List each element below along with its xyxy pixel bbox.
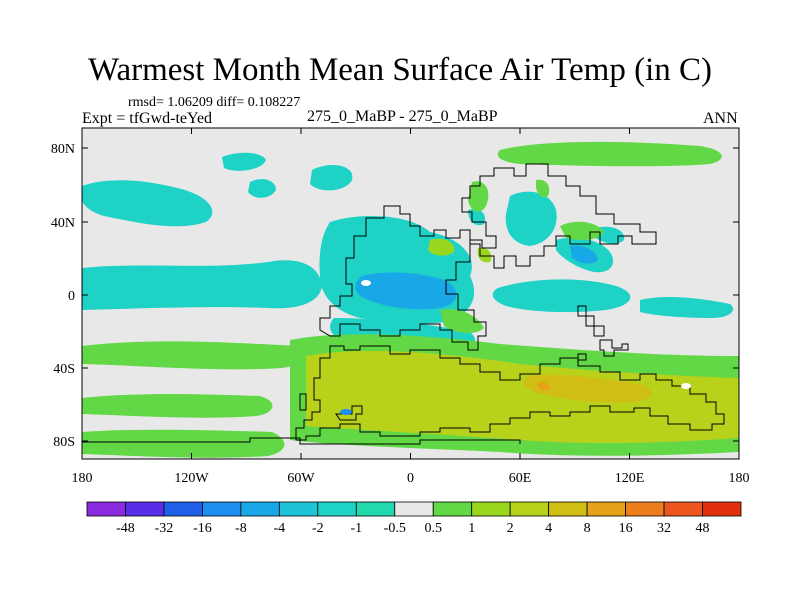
lon-label: 60W: [287, 471, 315, 486]
map-title: Warmest Month Mean Surface Air Temp (in …: [87, 52, 713, 88]
colorbar-swatch: [625, 501, 665, 517]
colorbar-label: -2: [312, 521, 324, 536]
colorbar-swatch: [394, 501, 434, 517]
tick-marks: [81, 128, 740, 459]
colorbar-label: -16: [193, 521, 212, 536]
colorbar-swatch: [278, 501, 319, 517]
anomaly-region: [497, 141, 722, 167]
colorbar-swatch: [355, 501, 396, 517]
anomaly-region: [524, 374, 652, 403]
season-label: ANN: [703, 110, 738, 127]
anomaly-region: [537, 381, 550, 391]
lon-label: 180: [72, 471, 93, 486]
anomaly-region: [440, 309, 484, 334]
colorbar-label: 4: [545, 521, 552, 536]
anomaly-region: [492, 279, 631, 313]
anomaly-region: [340, 409, 352, 415]
colorbar-swatch: [317, 501, 357, 517]
coastline-island: [335, 405, 363, 421]
anomaly-region: [428, 238, 455, 256]
colorbar-label: 1: [468, 521, 475, 536]
coastline-island: [577, 353, 587, 361]
warm-anomaly-fields: [82, 141, 739, 458]
lat-label: 40S: [53, 362, 75, 377]
anomaly-region: [468, 181, 489, 212]
colorbar-label: -4: [274, 521, 286, 536]
anomaly-region: [306, 350, 739, 444]
anomaly-region: [222, 152, 266, 171]
colorbar-label: -8: [235, 521, 247, 536]
anomaly-region: [82, 260, 322, 310]
colorbar-label: 0.5: [424, 521, 442, 536]
colorbar-label: 32: [657, 521, 671, 536]
colorbar-swatch: [432, 501, 473, 517]
colorbar-label: -48: [116, 521, 135, 536]
colorbar-label: 16: [619, 521, 633, 536]
anomaly-region: [82, 429, 285, 458]
lat-label: 0: [68, 289, 75, 304]
colorbar: -48 -32 -16 -8 -4 -2 -1 -0.5 0.5 1 2 4 8 16 32 48: [86, 501, 742, 536]
lat-label: 80S: [53, 435, 75, 450]
colorbar-swatch: [548, 501, 588, 517]
colorbar-swatch: [471, 501, 511, 517]
coastline-polar-strip: [82, 437, 521, 445]
lat-label: 40N: [51, 216, 75, 231]
anomaly-region: [681, 383, 691, 389]
coastline-northern-continent: [319, 163, 657, 351]
colorbar-swatch: [663, 501, 703, 517]
anomaly-region: [640, 297, 734, 318]
colorbar-swatch: [163, 501, 203, 517]
lat-label: 80N: [51, 142, 75, 157]
colorbar-label: -32: [155, 521, 174, 536]
anomaly-region: [505, 191, 557, 246]
anomaly-region: [477, 247, 492, 263]
colorbar-swatch: [202, 501, 242, 517]
colorbar-swatch: [86, 501, 126, 517]
stats-label: rmsd= 1.06209 diff= 0.108227: [128, 95, 301, 110]
small-patches: [340, 280, 691, 415]
coastline-island: [299, 393, 307, 411]
colorbar-swatch: [240, 501, 280, 517]
coastline-island: [577, 305, 605, 337]
anomaly-region: [570, 245, 598, 264]
colorbar-swatch: [586, 501, 626, 517]
anomaly-region: [82, 394, 273, 418]
anomaly-region: [82, 341, 304, 370]
lon-label: 120E: [615, 471, 645, 486]
map-panel: [82, 128, 739, 459]
colorbar-label: 8: [584, 521, 591, 536]
anomaly-region: [536, 179, 550, 198]
lon-label: 60E: [509, 471, 532, 486]
lon-label: 0: [407, 471, 414, 486]
colorbar-label: 48: [696, 521, 710, 536]
lon-labels: 180 120W 60W 0 60E 120E 180: [72, 471, 750, 486]
anomaly-region: [560, 221, 604, 240]
colorbar-swatch: [702, 501, 742, 517]
experiment-label: Expt = tfGwd-teYed: [82, 110, 213, 127]
lon-label: 180: [729, 471, 750, 486]
comparison-label: 275_0_MaBP - 275_0_MaBP: [307, 108, 498, 125]
anomaly-region: [310, 165, 353, 191]
anomaly-region: [82, 180, 213, 227]
lat-labels: 80N 40N 0 40S 80S: [51, 142, 75, 450]
colorbar-swatch: [509, 501, 550, 517]
anomaly-region: [248, 179, 276, 198]
colorbar-label: -1: [350, 521, 362, 536]
colorbar-label: -0.5: [384, 521, 406, 536]
lon-label: 120W: [174, 471, 209, 486]
colorbar-swatch: [125, 501, 165, 517]
coastline-island: [599, 339, 629, 357]
anomaly-region: [361, 280, 371, 286]
anomaly-region: [355, 272, 457, 310]
colorbar-label: 2: [507, 521, 514, 536]
